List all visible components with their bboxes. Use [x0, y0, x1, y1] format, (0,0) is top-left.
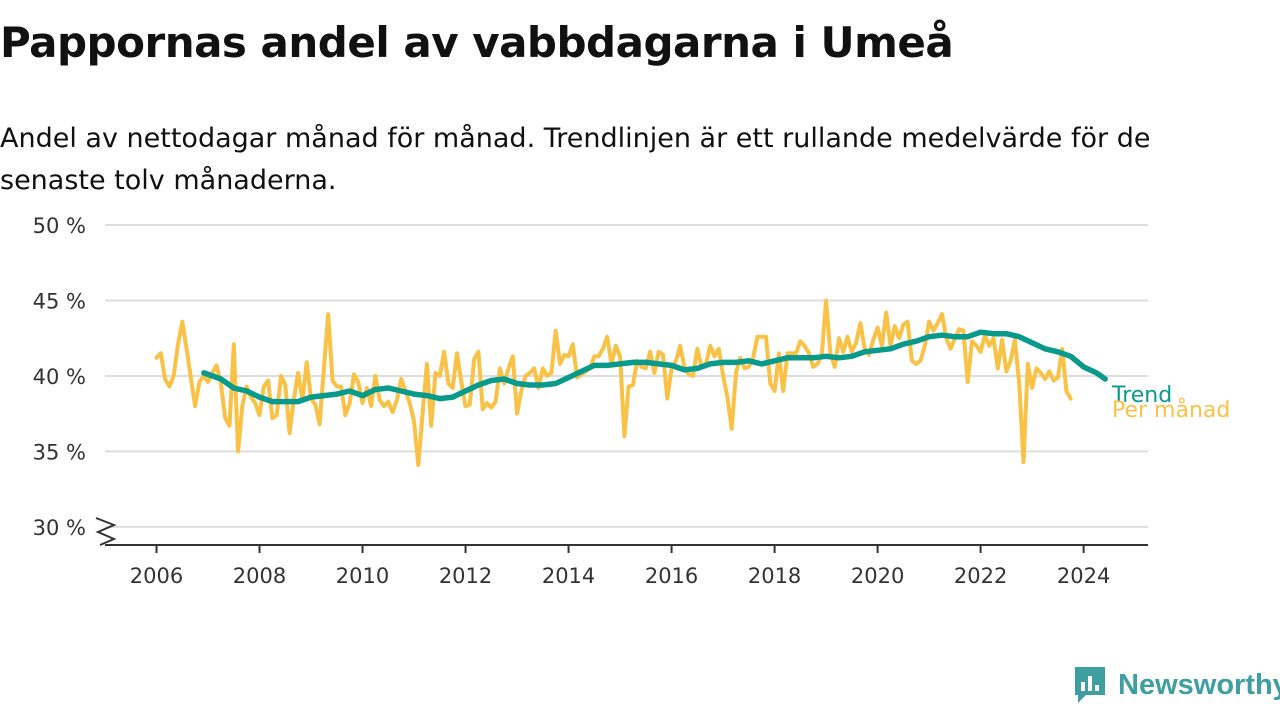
y-tick-label: 50 % [33, 214, 86, 238]
x-tick-label: 2010 [336, 564, 389, 588]
x-tick-label: 2012 [439, 564, 492, 588]
y-tick-label: 30 % [33, 516, 86, 540]
series-line-trend [201, 329, 1108, 405]
y-tick-labels: 30 % 35 % 40 % 45 % 50 % [33, 214, 86, 540]
x-tick-label: 2018 [748, 564, 801, 588]
x-tick-labels: 2006 2008 2010 2012 2014 2016 2018 2020 2022 2024 [130, 564, 1111, 588]
x-tick-label: 2016 [645, 564, 698, 588]
series-line-per-manad [154, 298, 1073, 467]
x-tick-label: 2022 [954, 564, 1007, 588]
series-label-trend: Trend [1111, 383, 1172, 408]
y-tick-label: 35 % [33, 440, 86, 464]
chart-title: Pappornas andel av vabbdagarna i Umeå [0, 18, 954, 67]
x-tick-label: 2020 [851, 564, 904, 588]
y-tick-label: 40 % [33, 365, 86, 389]
bar-chart-badge-icon [1075, 667, 1105, 703]
logo-text: Newsworthy [1118, 668, 1280, 701]
x-tick-label: 2024 [1057, 564, 1110, 588]
newsworthy-logo: Newsworthy [1072, 664, 1280, 706]
chart-subtitle: Andel av nettodagar månad för månad. Tre… [0, 123, 1151, 196]
series-lines [154, 298, 1108, 467]
x-tick-label: 2014 [542, 564, 595, 588]
x-axis [95, 517, 1148, 553]
axis-break-mark [95, 517, 117, 546]
y-gridlines [105, 224, 1148, 528]
x-tick-label: 2006 [130, 564, 183, 588]
series-label-per-manad: Per månad [1112, 397, 1230, 423]
x-tick-label: 2008 [233, 564, 286, 588]
y-tick-label: 45 % [33, 289, 86, 313]
